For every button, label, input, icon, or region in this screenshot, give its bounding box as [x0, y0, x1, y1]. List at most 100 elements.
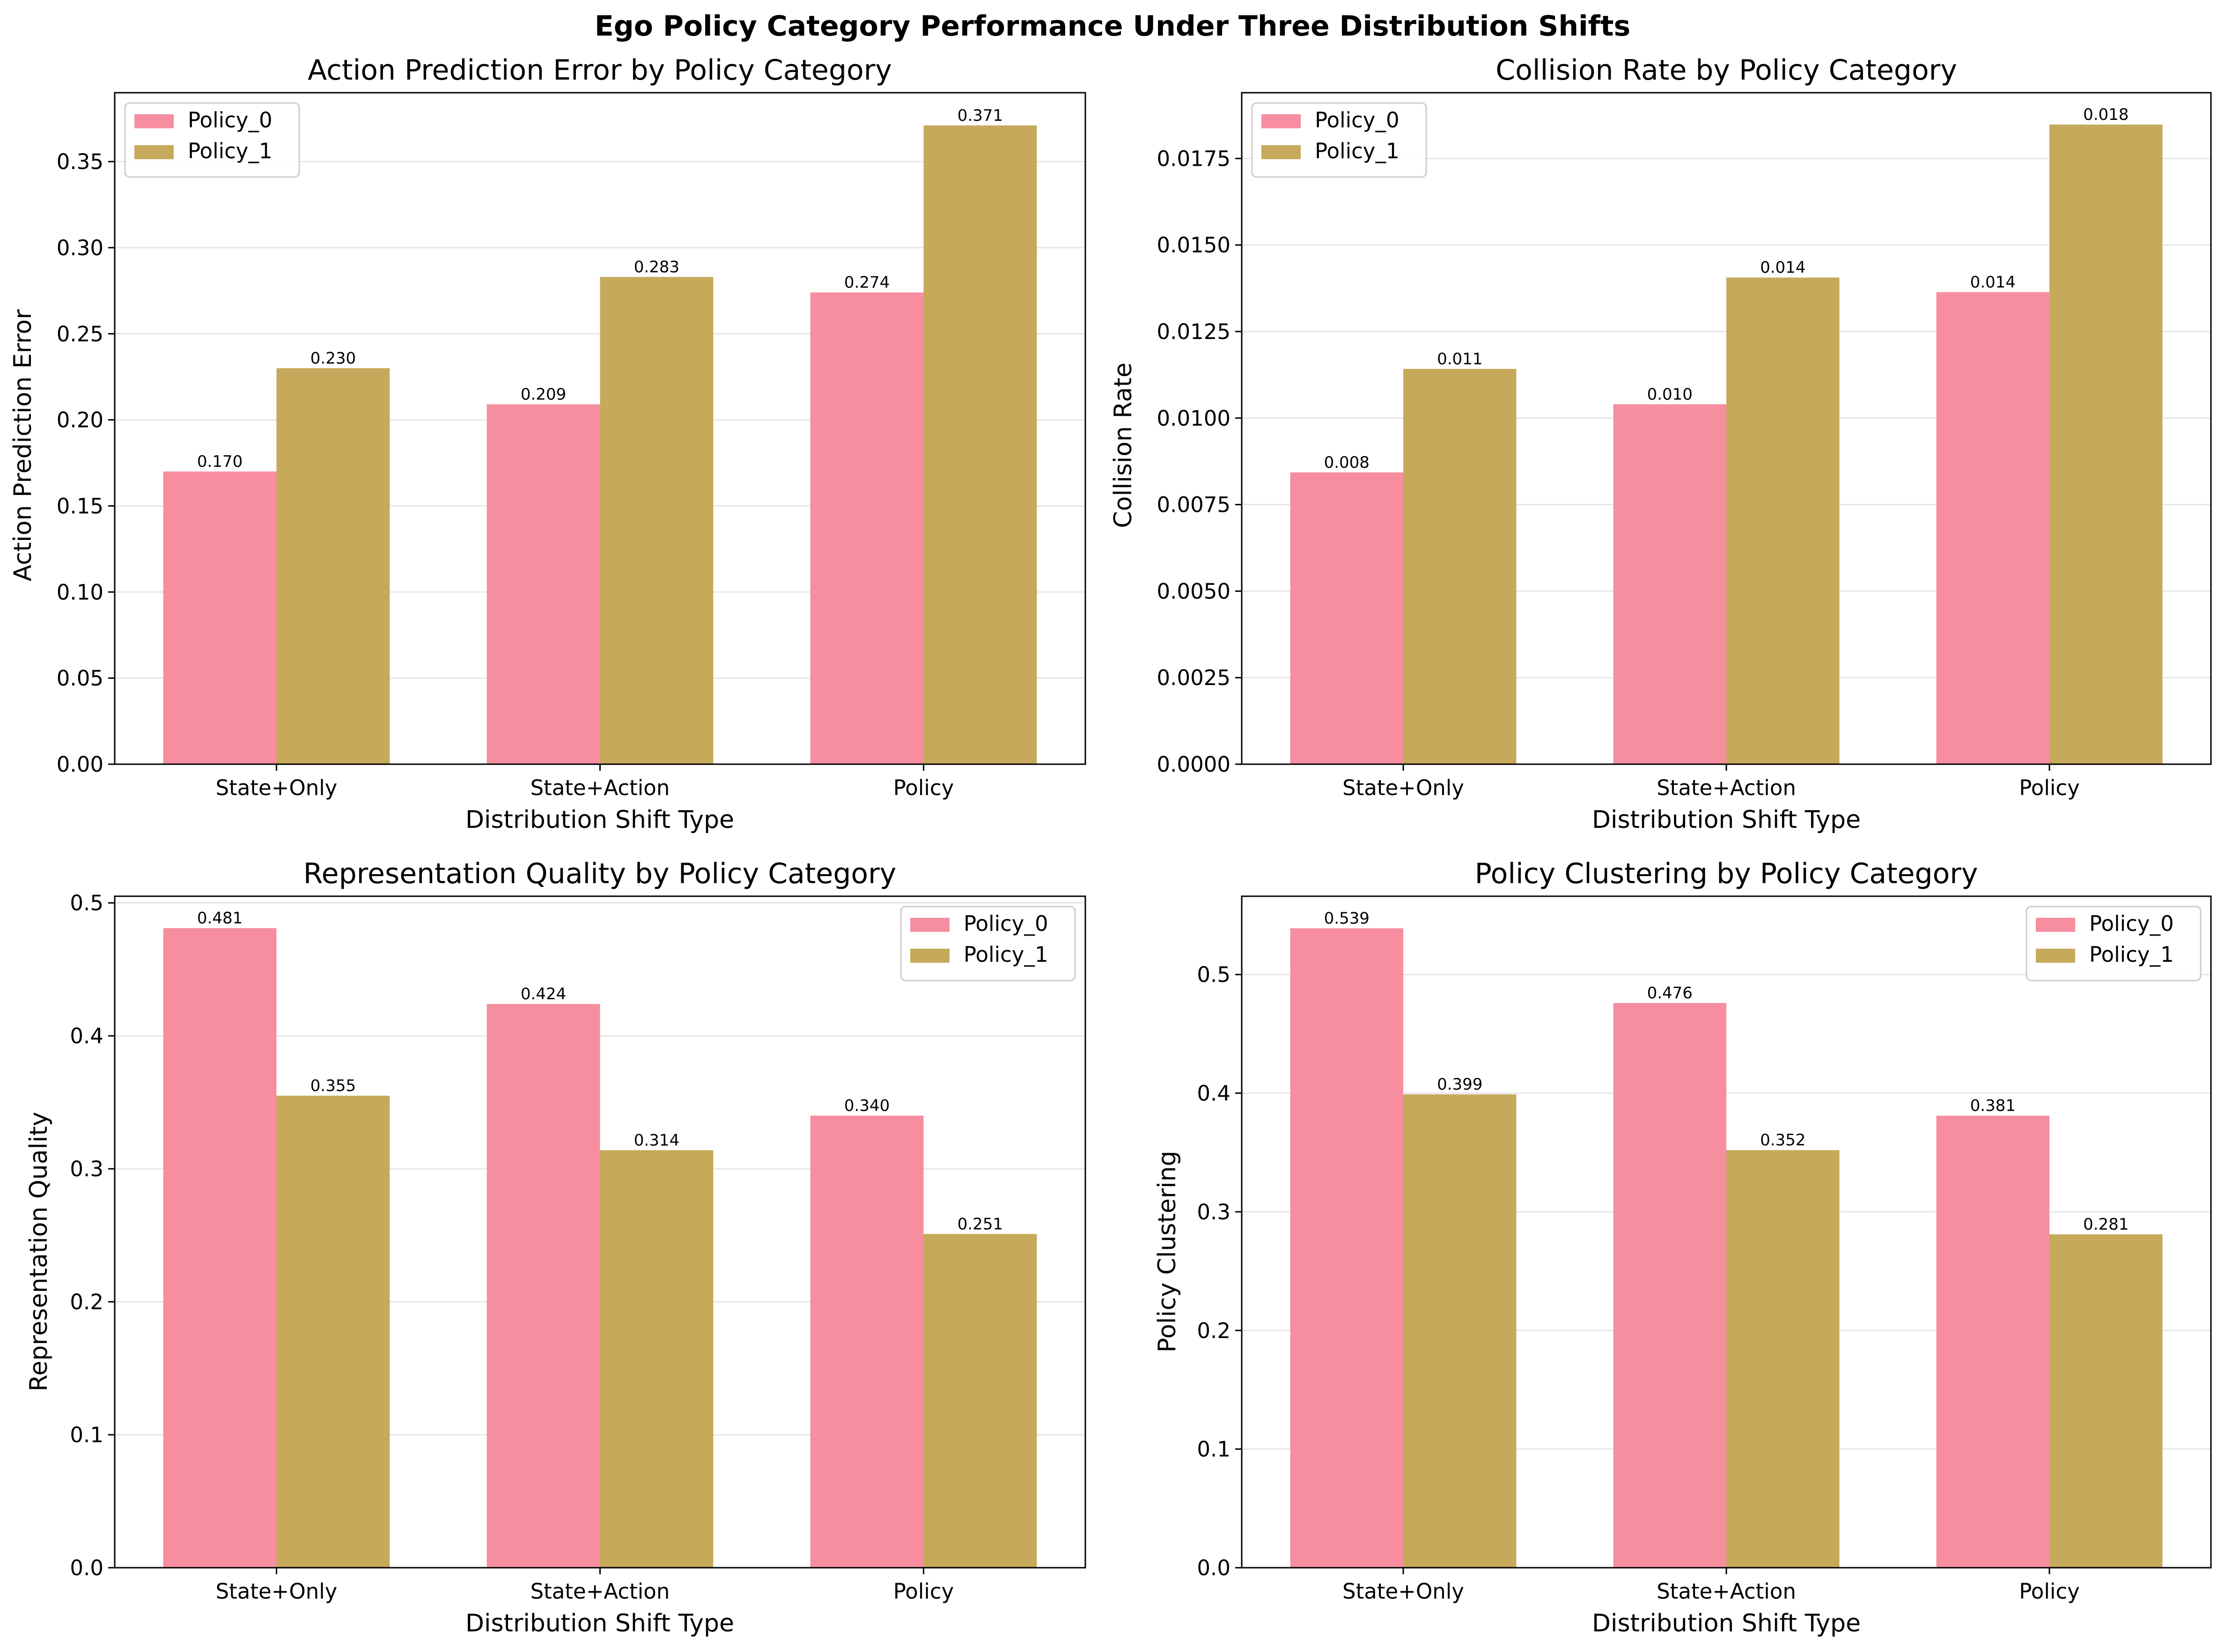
bar-policy-0-0 — [163, 471, 277, 764]
legend-label: Policy_0 — [2089, 911, 2174, 936]
bar-value-label: 0.481 — [197, 909, 243, 928]
x-tick-label: State+Action — [530, 775, 670, 800]
bar-value-label: 0.230 — [310, 349, 356, 368]
bar-policy-1-2 — [923, 1234, 1037, 1568]
subplot-title: Action Prediction Error by Policy Catego… — [308, 54, 892, 87]
x-axis-label: Distribution Shift Type — [1592, 1609, 1861, 1637]
legend-label: Policy_1 — [964, 942, 1048, 967]
subplot-representation-quality: Representation Quality by Policy Categor… — [25, 857, 1086, 1637]
bar-policy-1-2 — [2049, 125, 2163, 764]
bar-policy-1-2 — [923, 125, 1037, 764]
subplot-title: Policy Clustering by Policy Category — [1475, 857, 1978, 890]
y-tick-label: 0.10 — [57, 580, 103, 605]
bar-policy-1-0 — [276, 368, 390, 764]
y-tick-label: 0.3 — [70, 1157, 103, 1181]
legend-label: Policy_1 — [188, 139, 273, 163]
legend-swatch — [1261, 145, 1301, 159]
bar-policy-0-1 — [486, 1004, 600, 1568]
legend-label: Policy_0 — [1315, 108, 1400, 133]
x-tick-label: State+Action — [530, 1579, 670, 1604]
y-axis-label: Representation Quality — [25, 1112, 53, 1391]
bar-policy-1-1 — [1726, 1150, 1840, 1568]
y-axis-label: Collision Rate — [1109, 362, 1137, 528]
bar-policy-0-2 — [1936, 1115, 2049, 1568]
bar-value-label: 0.008 — [1324, 453, 1370, 472]
subplot-collision-rate: Collision Rate by Policy Category Distri… — [1109, 54, 2212, 834]
bar-value-label: 0.018 — [2083, 105, 2129, 124]
bar-policy-1-2 — [2049, 1234, 2163, 1568]
legend-swatch — [910, 949, 950, 963]
x-tick-label: Policy — [893, 1579, 954, 1604]
legend: Policy_0 Policy_1 — [124, 102, 300, 178]
bar-policy-0-2 — [810, 1115, 924, 1568]
subplot-title: Representation Quality by Policy Categor… — [303, 857, 897, 890]
bar-value-label: 0.251 — [958, 1215, 1003, 1233]
bar-value-label: 0.283 — [634, 258, 679, 276]
y-tick-label: 0.2 — [70, 1290, 103, 1314]
bar-policy-1-0 — [1403, 369, 1517, 764]
y-tick-label: 0.15 — [57, 494, 103, 518]
bar-value-label: 0.424 — [521, 985, 566, 1003]
bar-value-label: 0.209 — [521, 385, 566, 404]
y-tick-label: 0.0075 — [1157, 493, 1230, 517]
bar-policy-1-1 — [1726, 277, 1840, 764]
y-tick-label: 0.1 — [1197, 1437, 1230, 1462]
bar-policy-0-1 — [1613, 404, 1726, 764]
y-tick-label: 0.1 — [70, 1423, 103, 1447]
bar-policy-0-1 — [486, 404, 600, 764]
legend-swatch — [2036, 949, 2075, 963]
bar-value-label: 0.352 — [1760, 1131, 1805, 1150]
legend-label: Policy_0 — [964, 911, 1048, 936]
x-tick-label: State+Only — [216, 775, 338, 800]
y-tick-label: 0.35 — [57, 149, 103, 174]
bar-value-label: 0.170 — [197, 452, 243, 471]
bar-policy-0-1 — [1613, 1003, 1726, 1568]
y-tick-label: 0.2 — [1197, 1318, 1230, 1343]
y-tick-label: 0.00 — [57, 752, 103, 777]
bar-policy-0-2 — [1936, 292, 2049, 764]
y-tick-label: 0.0100 — [1157, 406, 1230, 431]
legend-label: Policy_1 — [2089, 942, 2174, 967]
legend-swatch — [134, 145, 174, 159]
x-axis-label: Distribution Shift Type — [465, 1609, 734, 1637]
bar-value-label: 0.371 — [958, 106, 1003, 125]
x-tick-label: State+Only — [1342, 1579, 1464, 1604]
y-tick-label: 0.30 — [57, 236, 103, 260]
bar-policy-0-0 — [1290, 928, 1403, 1568]
bar-policy-1-0 — [276, 1095, 390, 1568]
figure-suptitle: Ego Policy Category Performance Under Th… — [595, 10, 1630, 43]
y-tick-label: 0.0025 — [1157, 665, 1230, 690]
y-tick-label: 0.0150 — [1157, 233, 1230, 258]
bar-policy-1-1 — [600, 277, 714, 764]
legend-swatch — [134, 114, 174, 128]
bar-policy-1-1 — [600, 1150, 714, 1568]
y-tick-label: 0.05 — [57, 666, 103, 691]
legend-swatch — [910, 918, 950, 932]
y-tick-label: 0.0125 — [1157, 319, 1230, 344]
x-tick-label: State+Only — [216, 1579, 338, 1604]
bar-value-label: 0.014 — [1760, 258, 1805, 277]
y-axis-label: Policy Clustering — [1153, 1150, 1181, 1352]
y-tick-label: 0.3 — [1197, 1200, 1230, 1224]
y-tick-label: 0.0 — [1197, 1556, 1230, 1580]
legend: Policy_0 Policy_1 — [2026, 906, 2202, 981]
subplot-policy-clustering: Policy Clustering by Policy Category Dis… — [1153, 857, 2212, 1637]
y-tick-label: 0.20 — [57, 408, 103, 433]
x-tick-label: State+Only — [1342, 775, 1464, 800]
y-tick-label: 0.0000 — [1157, 752, 1230, 777]
bar-value-label: 0.476 — [1647, 984, 1693, 1003]
bar-value-label: 0.281 — [2083, 1215, 2129, 1234]
y-axis-label: Action Prediction Error — [9, 309, 37, 582]
y-tick-label: 0.4 — [70, 1024, 103, 1048]
bar-value-label: 0.014 — [1970, 273, 2016, 292]
y-tick-label: 0.0175 — [1157, 146, 1230, 171]
y-tick-label: 0.0050 — [1157, 579, 1230, 604]
bar-value-label: 0.340 — [844, 1097, 890, 1115]
y-tick-label: 0.25 — [57, 322, 103, 347]
bar-value-label: 0.314 — [634, 1131, 679, 1150]
legend-label: Policy_0 — [188, 108, 273, 133]
x-axis-label: Distribution Shift Type — [1592, 806, 1861, 834]
bar-value-label: 0.274 — [844, 273, 890, 292]
legend-label: Policy_1 — [1315, 139, 1400, 163]
